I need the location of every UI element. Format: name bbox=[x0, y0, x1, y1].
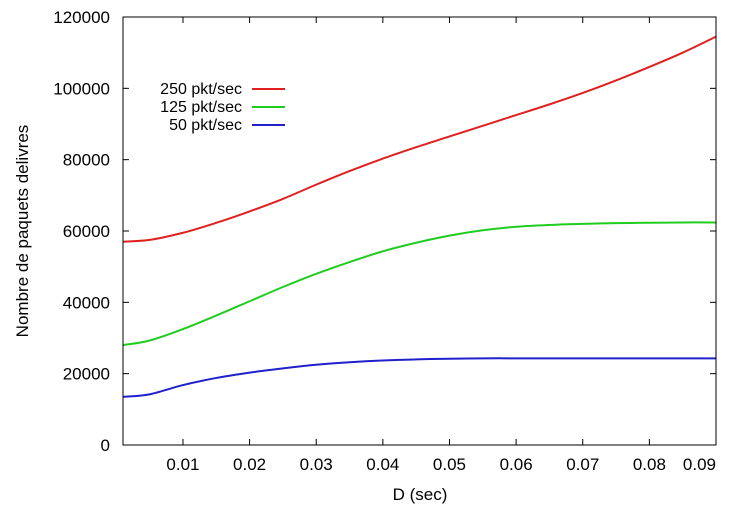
y-tick-label: 80000 bbox=[63, 151, 110, 170]
series-line bbox=[122, 221, 717, 347]
legend-label: 50 pkt/sec bbox=[169, 117, 242, 134]
y-tick-label: 20000 bbox=[63, 365, 110, 384]
legend-label: 250 pkt/sec bbox=[160, 81, 242, 98]
x-tick-label: 0.09 bbox=[683, 455, 716, 474]
series-line bbox=[122, 35, 717, 243]
x-tick-label: 0.03 bbox=[300, 455, 333, 474]
series-line bbox=[122, 357, 716, 398]
x-tick-label: 0.05 bbox=[433, 455, 466, 474]
x-tick-label: 0.08 bbox=[633, 455, 666, 474]
y-tick-label: 60000 bbox=[63, 222, 110, 241]
x-axis-ticks: 0.01 0.02 0.03 0.04 0.05 0.06 0.07 0.08 0.09 bbox=[166, 17, 717, 474]
x-tick-label: 0.01 bbox=[166, 455, 199, 474]
x-tick-label: 0.07 bbox=[566, 455, 599, 474]
x-tick-label: 0.04 bbox=[366, 455, 399, 474]
plot-series bbox=[122, 35, 717, 398]
legend-label: 125 pkt/sec bbox=[160, 99, 242, 116]
y-tick-label: 120000 bbox=[53, 8, 110, 27]
y-tick-label: 0 bbox=[101, 436, 110, 455]
x-axis-label: D (sec) bbox=[393, 485, 448, 504]
y-axis-ticks: 0 20000 40000 60000 80000 100000 120000 bbox=[53, 8, 716, 455]
y-axis-label: Nombre de paquets delivres bbox=[13, 125, 32, 338]
y-tick-label: 40000 bbox=[63, 293, 110, 312]
y-tick-label: 100000 bbox=[53, 79, 110, 98]
x-tick-label: 0.06 bbox=[500, 455, 533, 474]
x-tick-label: 0.02 bbox=[233, 455, 266, 474]
plot-frame bbox=[122, 16, 717, 446]
